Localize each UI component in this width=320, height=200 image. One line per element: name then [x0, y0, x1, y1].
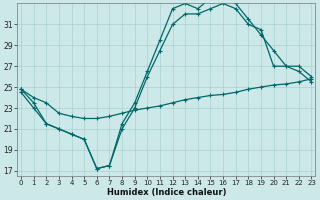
- X-axis label: Humidex (Indice chaleur): Humidex (Indice chaleur): [107, 188, 226, 197]
